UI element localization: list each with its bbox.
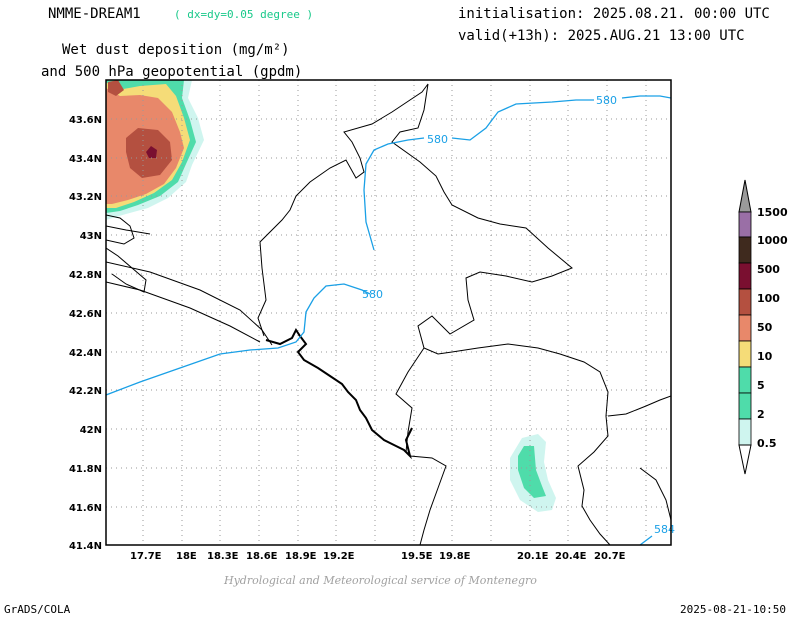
- map-plot-area: [106, 80, 671, 545]
- lat-label: 42.8N: [69, 270, 102, 281]
- lat-label: 43.4N: [69, 154, 102, 165]
- latitude-labels: 43.6N 43.4N 43.2N 43N 42.8N 42.6N 42.4N …: [69, 115, 102, 552]
- initialisation-time: initialisation: 2025.08.21. 00:00 UTC: [458, 6, 770, 22]
- legend-swatch: [738, 236, 752, 264]
- legend-label: 0.5: [757, 437, 777, 450]
- legend-swatch: [738, 366, 752, 394]
- model-title: NMME-DREAM1: [48, 6, 141, 22]
- lat-label: 41.6N: [69, 503, 102, 514]
- lat-label: 43.6N: [69, 115, 102, 126]
- footer-software: GrADS/COLA: [4, 603, 71, 616]
- lat-label: 42.2N: [69, 386, 102, 397]
- legend-label: 10: [757, 350, 773, 363]
- lat-label: 43.2N: [69, 192, 102, 203]
- lat-label: 42.6N: [69, 309, 102, 320]
- valid-time: valid(+13h): 2025.AUG.21 13:00 UTC: [458, 28, 745, 44]
- lon-label: 20.4E: [555, 551, 587, 562]
- grid-lines: [106, 80, 671, 545]
- legend-swatch: [738, 392, 752, 420]
- legend-arrow-bottom: [738, 444, 752, 475]
- legend-swatch: [738, 211, 752, 238]
- resolution-note: ( dx=dy=0.05 degree ): [174, 8, 314, 21]
- plot-frame: [105, 79, 672, 546]
- contour-label-580-a: 580: [362, 288, 383, 301]
- contour-label-580-c: 580: [596, 94, 617, 107]
- variable-title-line1: Wet dust deposition (mg/m²): [62, 42, 290, 58]
- legend-label: 1500: [757, 206, 788, 219]
- dust-deposition-se: [510, 434, 556, 512]
- legend-swatch: [738, 314, 752, 342]
- legend-swatch: [738, 288, 752, 316]
- lon-label: 19.2E: [323, 551, 355, 562]
- legend-label: 50: [757, 321, 773, 334]
- lon-label: 18.9E: [285, 551, 317, 562]
- lon-label: 19.5E: [401, 551, 433, 562]
- legend-label: 1000: [757, 234, 788, 247]
- footer-timestamp: 2025-08-21-10:50: [680, 603, 786, 616]
- legend-swatch: [738, 340, 752, 368]
- lon-label: 18.6E: [246, 551, 278, 562]
- legend-label: 5: [757, 379, 765, 392]
- geopotential-contours: [106, 95, 671, 545]
- lon-label: 18.3E: [207, 551, 239, 562]
- lat-label: 42N: [80, 425, 102, 436]
- lon-label: 17.7E: [130, 551, 162, 562]
- lon-label: 18E: [176, 551, 197, 562]
- lat-label: 42.4N: [69, 348, 102, 359]
- dust-deposition-nw: [106, 80, 204, 220]
- color-legend: 1500 1000 500 100 50 10 5 2 0.5: [738, 179, 788, 475]
- lat-label: 43N: [80, 231, 102, 242]
- longitude-labels: 17.7E 18E 18.3E 18.6E 18.9E 19.2E 19.5E …: [130, 551, 626, 562]
- legend-swatch: [738, 418, 752, 446]
- contour-label-580-b: 580: [427, 133, 448, 146]
- country-borders: [106, 83, 671, 545]
- legend-swatch: [738, 262, 752, 290]
- lat-label: 41.8N: [69, 464, 102, 475]
- legend-label: 100: [757, 292, 780, 305]
- contour-label-584: 584: [654, 523, 675, 536]
- legend-arrow-top: [738, 179, 752, 213]
- legend-label: 2: [757, 408, 765, 421]
- lon-label: 20.1E: [517, 551, 549, 562]
- lon-label: 20.7E: [594, 551, 626, 562]
- variable-title-line2: and 500 hPa geopotential (gpdm): [41, 64, 303, 80]
- lon-label: 19.8E: [439, 551, 471, 562]
- coastline: [265, 328, 413, 460]
- legend-label: 500: [757, 263, 780, 276]
- credit-text: Hydrological and Meteorological service …: [224, 574, 537, 587]
- lat-label: 41.4N: [69, 541, 102, 552]
